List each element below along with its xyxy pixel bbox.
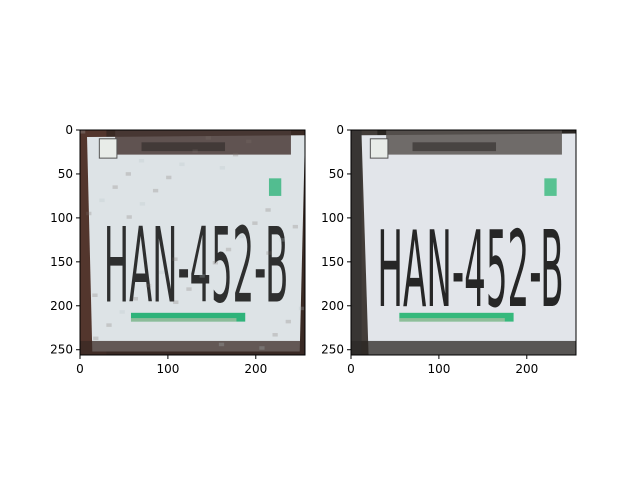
- panel-2: HAN-452-B 0 100 200 0 50 100 150 200 250: [321, 123, 577, 376]
- panel-1-noise: [298, 306, 305, 311]
- panel-1-noise: [106, 323, 112, 327]
- panel-1-noise: [199, 274, 205, 278]
- panel-2-badge: [544, 178, 557, 196]
- panel-1-noise: [132, 296, 139, 301]
- panel-1-noise: [225, 247, 232, 252]
- panel-1-bottom-edge: [80, 340, 305, 355]
- panel-1-y-tick-label: 100: [50, 211, 73, 225]
- panel-1-y-tick-label: 150: [50, 255, 73, 269]
- panel-1-noise: [152, 188, 159, 193]
- panel-1-x-tick-label: 0: [76, 362, 84, 376]
- panel-2-y-tick-label: 50: [329, 167, 344, 181]
- panel-1-noise: [119, 310, 125, 314]
- panel-1-noise: [173, 300, 179, 305]
- panel-1-noise: [292, 224, 298, 229]
- panel-1-x-tick-label: 200: [244, 362, 267, 376]
- panel-1-x-tick-label: 100: [156, 362, 179, 376]
- panel-1-noise: [279, 238, 285, 242]
- panel-1-noise: [272, 333, 278, 337]
- panel-1-noise: [92, 293, 98, 297]
- panel-2-x-tick-label: 200: [515, 362, 538, 376]
- panel-1-noise: [219, 166, 226, 170]
- panel-1-y-tick-label: 0: [65, 123, 73, 137]
- panel-2-stripe-text: [399, 318, 505, 322]
- panel-1-noise: [246, 139, 252, 144]
- panel-2-shadow: [351, 130, 362, 355]
- panel-1-noise: [112, 185, 118, 189]
- panel-1-noise: [239, 234, 245, 239]
- panel-1-axes-frame: [79, 129, 306, 356]
- panel-2-green-stripe: [399, 312, 514, 322]
- panel-1-noise: [93, 336, 99, 341]
- panel-2-x-tick-label: 0: [347, 362, 355, 376]
- panel-1-noise: [232, 152, 239, 157]
- panel-2-y-tick-label: 0: [336, 123, 344, 137]
- panel-1-noise: [265, 208, 271, 212]
- panel-2-y-tick-label: 100: [321, 211, 344, 225]
- panel-1-stripe-text: [130, 318, 237, 322]
- panel-1-noise: [159, 270, 165, 275]
- panel-1-noise: [99, 198, 105, 203]
- panel-1-image: HAN-452-B: [80, 130, 305, 355]
- panel-1-noise: [218, 342, 225, 347]
- panel-2-y-tick-label: 250: [321, 343, 344, 357]
- panel-2-axes-frame: [350, 129, 577, 356]
- panel-2-plate: [361, 133, 576, 355]
- panel-1-noise: [192, 149, 198, 153]
- panel-2-y-tick-label: 200: [321, 299, 344, 313]
- panel-1-noise: [139, 202, 146, 206]
- panel-1-noise: [212, 260, 218, 265]
- panel-1-y-tick-label: 200: [50, 299, 73, 313]
- panel-1-noise: [125, 172, 131, 176]
- panel-2-y-tick-label: 150: [321, 255, 344, 269]
- panel-1-noise: [80, 130, 86, 134]
- panel-1-noise: [172, 257, 178, 261]
- panel-1-noise: [266, 251, 272, 255]
- panel-1-noise: [179, 162, 185, 167]
- panel-1-noise: [145, 283, 152, 288]
- panel-2-image: HAN-452-B: [351, 130, 576, 355]
- panel-1-emblem: [98, 138, 118, 159]
- panel-1-y-tick-label: 250: [50, 343, 73, 357]
- panel-1-green-stripe: [130, 312, 246, 322]
- panel-1-noise: [186, 287, 192, 291]
- panel-1-noise: [259, 346, 265, 350]
- panel-2-plate-number: HAN-452-B: [377, 208, 563, 331]
- panel-1-plate-number: HAN-452-B: [104, 206, 289, 326]
- panel-1: HAN-452-B 0 100 200 0 50 100 150 200 250: [50, 123, 306, 376]
- panel-1-noise: [252, 221, 258, 225]
- panel-2-header-text: [412, 142, 497, 152]
- panel-1-y-tick-label: 50: [58, 167, 73, 181]
- panel-1-badge: [268, 178, 282, 196]
- panel-1-noise: [126, 215, 132, 219]
- panel-1-noise: [285, 319, 291, 324]
- panel-1-noise: [205, 136, 211, 140]
- panel-1-header-text: [141, 142, 226, 152]
- panel-1-noise: [138, 159, 145, 163]
- panel-2-x-tick-label: 100: [427, 362, 450, 376]
- panel-1-noise: [166, 175, 172, 180]
- panel-1-plate: [87, 135, 305, 352]
- panel-2-emblem: [369, 138, 389, 159]
- panel-1-noise: [86, 211, 92, 216]
- panel-2-bottom-edge: [351, 340, 576, 355]
